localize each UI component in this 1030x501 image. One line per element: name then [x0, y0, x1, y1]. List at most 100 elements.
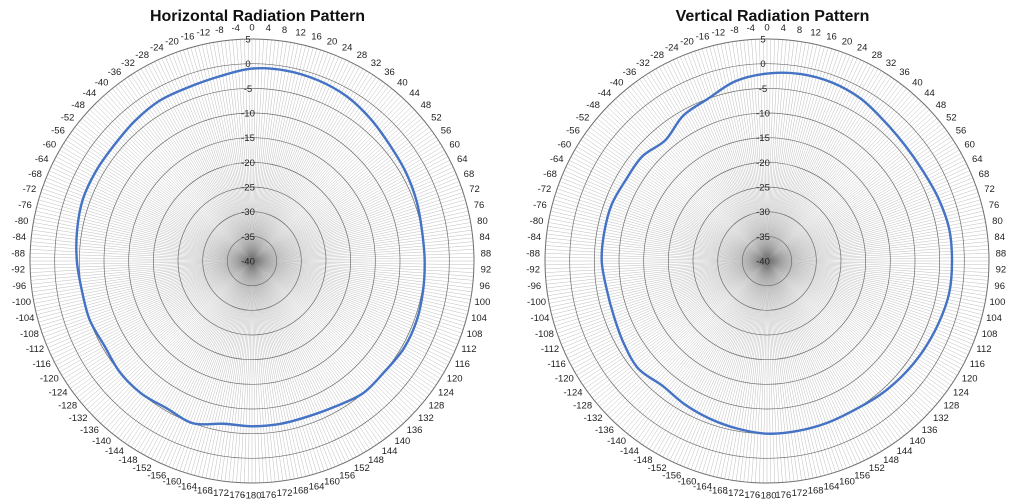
angle-tick-label: 116: [970, 359, 985, 370]
angle-tick-label: 32: [371, 58, 382, 69]
radiation-pattern-line: [600, 71, 954, 435]
angle-tick-label: 136: [922, 425, 938, 436]
radial-tick-label: 0: [760, 59, 765, 70]
angle-tick-label: 40: [397, 77, 408, 88]
angle-tick-label: 72: [469, 184, 480, 195]
angle-tick-label: 40: [912, 77, 923, 88]
radial-ring: [569, 63, 965, 459]
radial-tick-label: -30: [756, 207, 770, 218]
angle-tick-label: 0: [764, 23, 769, 34]
angle-tick-label: 68: [464, 169, 475, 180]
angle-tick-label: 124: [953, 387, 969, 398]
angle-tick-label: 96: [479, 281, 490, 292]
radial-ring: [618, 112, 916, 410]
angle-tick-label: 12: [810, 28, 821, 39]
angle-tick-label: 92: [481, 265, 492, 276]
angle-tick-label: 140: [394, 436, 410, 447]
angle-tick-label: 44: [924, 88, 935, 99]
angle-tick-label: 120: [962, 374, 978, 385]
angle-tick-label: -148: [118, 455, 137, 466]
angle-tick-label: 164: [309, 481, 325, 492]
angle-tick-label: -20: [165, 37, 179, 48]
angle-tick-label: -92: [526, 265, 540, 276]
angle-tick-label: -172: [725, 488, 744, 499]
angle-tick-label: -76: [18, 200, 32, 211]
radial-ring: [202, 211, 302, 311]
radial-tick-label: -20: [756, 158, 770, 169]
radiation-pattern-line: [75, 67, 426, 428]
angle-tick-label: -52: [61, 112, 75, 123]
angle-tick-label: -144: [105, 446, 124, 457]
angle-tick-label: 124: [438, 387, 454, 398]
radial-spokes: [545, 39, 989, 483]
angle-tick-label: -24: [665, 43, 679, 54]
angle-tick-label: -120: [40, 374, 59, 385]
polar-plot: 50-5-10-15-20-25-30-35-400 4 8 12 16 20242832…: [526, 23, 1006, 501]
angle-tick-label: 132: [933, 413, 949, 424]
angle-tick-label: -124: [564, 387, 583, 398]
angle-tick-label: -180: [757, 491, 776, 501]
radial-ring: [741, 235, 793, 287]
angle-tick-label: -136: [595, 425, 614, 436]
angle-tick-label: -160: [677, 476, 696, 487]
angle-tick-label: 28: [357, 50, 368, 61]
angle-tick-label: 160: [839, 476, 855, 487]
angle-tick-label: 116: [455, 359, 470, 370]
angle-tick-label: 80: [992, 216, 1003, 227]
angle-tick-label: 4: [781, 23, 786, 34]
angle-tick-label: 88: [481, 248, 492, 259]
angle-tick-label: -116: [33, 359, 51, 370]
angle-tick-label: -128: [573, 401, 592, 412]
angle-tick-label: -132: [69, 413, 88, 424]
angle-tick-label: 76: [989, 200, 1000, 211]
angle-tick-label: -28: [135, 50, 149, 61]
angle-tick-label: -96: [527, 281, 541, 292]
vertical-pattern-chart: Vertical Radiation Pattern 5 0 -5 -10 -15 -20…: [515, 0, 1030, 501]
radial-ring: [717, 211, 817, 311]
angle-tick-label: -52: [576, 112, 590, 123]
angle-tick-label: -156: [662, 470, 681, 481]
radial-ring: [103, 112, 401, 410]
angle-tick-label: 140: [909, 436, 925, 447]
angle-tick-label: 80: [477, 216, 488, 227]
angle-tick-label: -36: [108, 67, 122, 78]
angle-tick-label: -164: [693, 481, 712, 492]
angle-tick-label: -56: [566, 126, 580, 137]
angle-tick-label: 24: [857, 43, 868, 54]
angle-tick-label: -116: [548, 359, 566, 370]
angle-tick-label: 172: [277, 488, 293, 499]
angle-tick-label: -140: [607, 436, 626, 447]
chart-title: Horizontal Radiation Pattern: [149, 8, 366, 25]
angle-tick-label: 44: [409, 88, 420, 99]
angle-tick-label: -160: [162, 476, 181, 487]
radial-ring: [667, 161, 867, 361]
angle-tick-label: 8: [797, 25, 802, 36]
angle-tick-label: -176: [741, 490, 760, 501]
radial-tick-label: 5: [245, 35, 250, 46]
angle-tick-label: 72: [984, 184, 995, 195]
radial-tick-label: -40: [241, 257, 255, 268]
angle-tick-label: -108: [535, 329, 554, 340]
angle-tick-label: 144: [897, 446, 913, 457]
angle-tick-label: -68: [28, 169, 42, 180]
angle-tick-label: 4: [266, 23, 271, 34]
angle-tick-label: -20: [680, 37, 694, 48]
angle-tick-label: 176: [775, 490, 791, 501]
angle-tick-label: -152: [133, 463, 152, 474]
angle-tick-label: 64: [972, 154, 983, 165]
angle-tick-label: -28: [650, 50, 664, 61]
angle-tick-label: 156: [339, 470, 355, 481]
angle-tick-label: -44: [83, 88, 97, 99]
angle-tick-label: 136: [407, 425, 423, 436]
radial-ring: [177, 186, 327, 336]
radial-ring: [29, 38, 475, 484]
radial-ring: [128, 137, 376, 385]
angle-tick-label: -40: [95, 77, 109, 88]
angle-tick-label: -40: [610, 77, 624, 88]
angle-tick-label: -32: [636, 58, 650, 69]
angle-tick-label: -36: [623, 67, 637, 78]
angle-tick-label: -68: [543, 169, 557, 180]
radial-spokes: [30, 39, 474, 483]
angle-tick-label: -112: [541, 344, 559, 355]
radial-tick-label: -25: [241, 183, 255, 194]
